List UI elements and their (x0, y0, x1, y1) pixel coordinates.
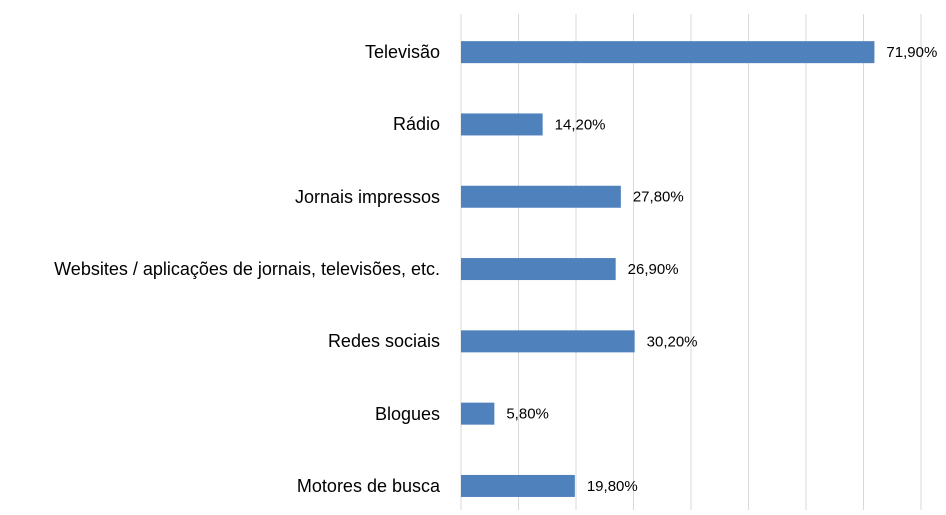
bar (461, 474, 575, 497)
category-label-box: Televisão (0, 22, 440, 82)
bar (461, 330, 635, 353)
bar (461, 113, 543, 136)
category-label-box: Redes sociais (0, 311, 440, 371)
y-tick-label: Televisão (364, 42, 440, 63)
category-label-box: Blogues (0, 384, 440, 444)
category-label-box: Rádio (0, 94, 440, 154)
category-label-box: Motores de busca (0, 456, 440, 515)
value-label: 19,80% (587, 478, 638, 495)
value-label: 30,20% (647, 333, 698, 350)
y-tick-label: Blogues (374, 403, 440, 424)
value-label: 26,90% (628, 261, 679, 278)
y-tick-label: Motores de busca (296, 475, 440, 496)
bar (461, 258, 616, 281)
value-label: 14,20% (555, 116, 606, 133)
y-tick-label: Websites / aplicações de jornais, televi… (54, 259, 440, 280)
bar (461, 402, 495, 425)
value-label: 27,80% (633, 189, 684, 206)
bar (461, 185, 621, 208)
value-label: 71,90% (886, 44, 937, 61)
y-tick-label: Jornais impressos (294, 186, 440, 207)
y-tick-label: Redes sociais (327, 331, 440, 352)
category-label-box: Websites / aplicações de jornais, televi… (0, 239, 440, 299)
y-tick-label: Rádio (392, 114, 440, 135)
category-label-box: Jornais impressos (0, 167, 440, 227)
value-label: 5,80% (506, 406, 549, 423)
bar (461, 41, 875, 64)
